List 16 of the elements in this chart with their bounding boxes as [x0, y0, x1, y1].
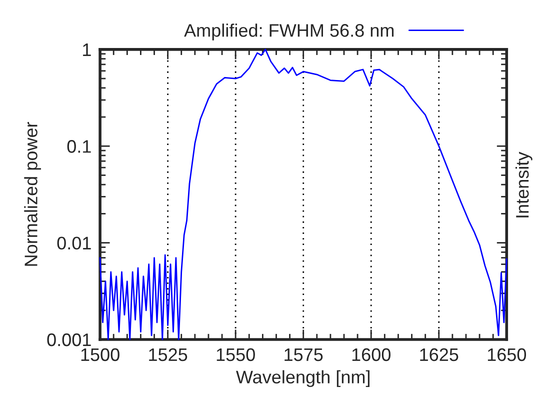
- text: Intensity: [515, 152, 532, 218]
- x-tick-label: 1550: [216, 348, 255, 362]
- y-tick-label: 1: [83, 44, 91, 56]
- x-tick-label: 1500: [81, 348, 120, 362]
- x-tick-label: 1600: [352, 348, 390, 362]
- x-tick-label: 1625: [420, 348, 458, 362]
- y-axis-title: Normalized power: [24, 122, 41, 266]
- x-tick-label: 1575: [284, 348, 323, 362]
- x-axis-title: Wavelength [nm]: [236, 370, 370, 388]
- y-tick-label: 0.1: [67, 140, 91, 153]
- x-tick-label: 1525: [149, 348, 188, 362]
- y-tick-label: 0.001: [47, 333, 91, 346]
- line-series: [99, 48, 508, 340]
- legend-label: Amplified: FWHM 56.8 nm: [184, 24, 394, 40]
- y-tick-label: 0.01: [57, 236, 91, 250]
- x-tick-label: 1650: [488, 348, 526, 362]
